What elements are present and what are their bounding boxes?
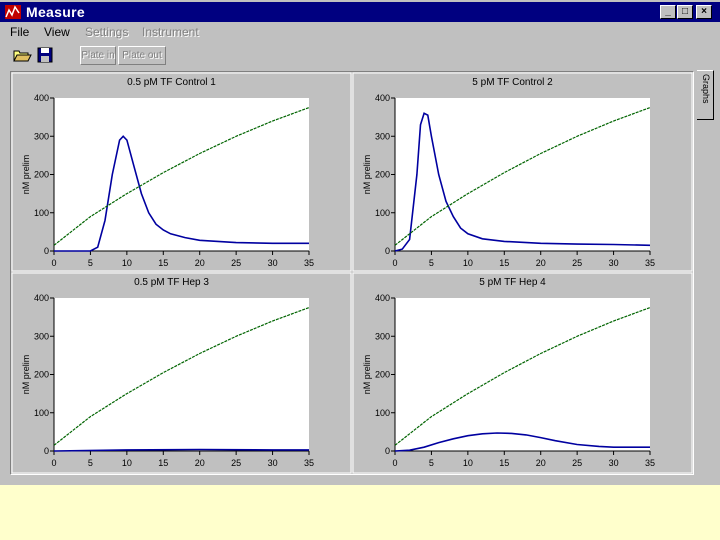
- x-tick-label: 30: [609, 458, 619, 468]
- y-tick-label: 200: [375, 170, 390, 180]
- y-tick-label: 100: [34, 408, 49, 418]
- x-tick-label: 20: [536, 258, 546, 268]
- y-tick-label: 400: [375, 93, 390, 103]
- x-tick-label: 15: [158, 458, 168, 468]
- x-tick-label: 25: [231, 258, 241, 268]
- chart-title: 5 pM TF Hep 4: [479, 277, 546, 288]
- minimize-button[interactable]: _: [660, 5, 676, 19]
- x-tick-label: 5: [429, 458, 434, 468]
- chart-title: 0.5 pM TF Control 1: [127, 77, 216, 88]
- y-tick-label: 100: [375, 208, 390, 218]
- x-tick-label: 10: [463, 458, 473, 468]
- x-tick-label: 0: [392, 258, 397, 268]
- menu-bar: File View Settings Instrument: [0, 23, 720, 41]
- x-tick-label: 5: [88, 258, 93, 268]
- y-tick-label: 400: [34, 293, 49, 303]
- series-line-1: [53, 448, 309, 452]
- title-bar[interactable]: Measure _ □ ×: [0, 2, 720, 22]
- x-tick-label: 15: [158, 258, 168, 268]
- tab-graphs-label: Graphs: [701, 74, 711, 104]
- app-logo-icon: [5, 5, 21, 19]
- chart-panel-1: 0.5 pM TF Control 1 0 100 200 300 400 0 5 10 15 20…: [11, 72, 352, 272]
- x-tick-label: 25: [231, 458, 241, 468]
- y-tick-label: 300: [34, 131, 49, 141]
- chart-title: 5 pM TF Control 2: [472, 77, 553, 88]
- series-line-2: [394, 307, 651, 446]
- graphs-panel: 0.5 pM TF Control 1 0 100 200 300 400 0 5 10 15 20…: [10, 71, 694, 475]
- y-tick-label: 300: [375, 331, 390, 341]
- y-tick-label: 100: [34, 208, 49, 218]
- y-tick-label: 200: [375, 370, 390, 380]
- x-tick-label: 5: [88, 458, 93, 468]
- y-axis-label: nM prelim: [362, 355, 372, 395]
- x-tick-label: 10: [122, 258, 132, 268]
- x-tick-label: 20: [536, 458, 546, 468]
- x-tick-label: 0: [392, 458, 397, 468]
- menu-view[interactable]: View: [44, 25, 70, 39]
- window-title: Measure: [26, 4, 85, 20]
- series-line-1: [54, 135, 309, 252]
- series-line-2: [394, 107, 651, 246]
- x-tick-label: 20: [195, 458, 205, 468]
- x-tick-label: 35: [645, 258, 655, 268]
- series-line-1: [394, 432, 650, 452]
- plot-background: [54, 298, 309, 451]
- chart-panel-2: 5 pM TF Control 2 0 100 200 300 400 0 5 10 15 20 25…: [352, 72, 693, 272]
- x-tick-label: 35: [645, 458, 655, 468]
- y-tick-label: 400: [34, 93, 49, 103]
- series-line-2: [53, 107, 310, 246]
- x-tick-label: 0: [51, 458, 56, 468]
- maximize-button[interactable]: □: [677, 5, 693, 19]
- y-tick-label: 0: [385, 246, 390, 256]
- x-tick-label: 35: [304, 458, 314, 468]
- plot-background: [54, 98, 309, 251]
- x-tick-label: 25: [572, 458, 582, 468]
- x-tick-label: 0: [51, 258, 56, 268]
- chart-panel-3: 0.5 pM TF Hep 3 0 100 200 300 400 0 5 10 15 20 25 30…: [11, 272, 352, 474]
- menu-file[interactable]: File: [10, 25, 30, 39]
- x-tick-label: 30: [268, 458, 278, 468]
- y-tick-label: 100: [375, 408, 390, 418]
- close-button[interactable]: ×: [696, 5, 712, 19]
- y-tick-label: 300: [375, 131, 390, 141]
- x-tick-label: 25: [572, 258, 582, 268]
- x-tick-label: 10: [122, 458, 132, 468]
- measure-window: Measure _ □ × File View Settings Instrum…: [0, 0, 720, 485]
- y-axis-label: nM prelim: [21, 355, 31, 395]
- x-tick-label: 10: [463, 258, 473, 268]
- chart-panel-4: 5 pM TF Hep 4 0 100 200 300 400 0 5 10 15 20 25 30 35…: [352, 272, 693, 474]
- x-tick-label: 35: [304, 258, 314, 268]
- tab-graphs[interactable]: Graphs: [697, 70, 714, 120]
- y-tick-label: 0: [44, 246, 49, 256]
- floppy-disk-icon[interactable]: [35, 45, 55, 65]
- x-tick-label: 30: [268, 258, 278, 268]
- chart-title: 0.5 pM TF Hep 3: [134, 277, 209, 288]
- x-tick-label: 15: [499, 458, 509, 468]
- menu-instrument[interactable]: Instrument: [142, 25, 199, 39]
- y-tick-label: 0: [44, 446, 49, 456]
- y-axis-label: nM prelim: [21, 155, 31, 195]
- y-tick-label: 200: [34, 170, 49, 180]
- x-tick-label: 15: [499, 258, 509, 268]
- y-tick-label: 0: [385, 446, 390, 456]
- y-tick-label: 300: [34, 331, 49, 341]
- plate-in-button[interactable]: Plate in: [80, 46, 116, 65]
- series-line-1: [394, 112, 651, 252]
- y-tick-label: 200: [34, 370, 49, 380]
- folder-open-icon[interactable]: [12, 45, 32, 65]
- y-tick-label: 400: [375, 293, 390, 303]
- plot-background: [395, 298, 650, 451]
- toolbar: Plate in Plate out: [0, 43, 720, 69]
- x-tick-label: 5: [429, 258, 434, 268]
- series-line-2: [53, 307, 310, 446]
- menu-settings[interactable]: Settings: [85, 25, 129, 39]
- x-tick-label: 20: [195, 258, 205, 268]
- x-tick-label: 30: [609, 258, 619, 268]
- plate-out-button[interactable]: Plate out: [118, 46, 166, 65]
- y-axis-label: nM prelim: [362, 155, 372, 195]
- plot-background: [395, 98, 650, 251]
